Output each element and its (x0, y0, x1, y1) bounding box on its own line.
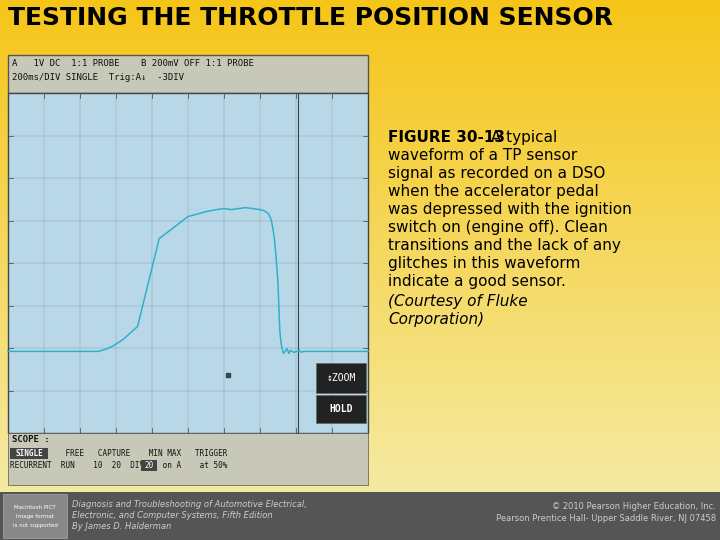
Text: is not supported: is not supported (12, 523, 58, 528)
Bar (316, 363, 366, 393)
Text: © 2010 Pearson Higher Education, Inc.: © 2010 Pearson Higher Education, Inc. (552, 502, 716, 511)
Text: HOLD: HOLD (329, 404, 353, 414)
Text: Diagnosis and Troubleshooting of Automotive Electrical,: Diagnosis and Troubleshooting of Automot… (72, 500, 307, 509)
Bar (8, 55, 368, 93)
Text: was depressed with the ignition: was depressed with the ignition (388, 202, 631, 217)
Text: SINGLE: SINGLE (15, 449, 43, 457)
Text: FIGURE 30-13: FIGURE 30-13 (388, 130, 505, 145)
Text: glitches in this waveform: glitches in this waveform (388, 256, 580, 271)
Bar (8, 93, 368, 433)
Text: By James D. Halderman: By James D. Halderman (72, 522, 171, 531)
Bar (0, 492, 720, 540)
Text: SINGLE      FREE   CAPTURE    MIN MAX   TRIGGER: SINGLE FREE CAPTURE MIN MAX TRIGGER (10, 449, 228, 458)
Text: ↕ZOOM: ↕ZOOM (326, 373, 356, 383)
Bar (10, 448, 48, 459)
Text: A   1V DC  1:1 PROBE    B 200mV OFF 1:1 PROBE
200ms/DIV SINGLE  Trig:A↓  -3DIV: A 1V DC 1:1 PROBE B 200mV OFF 1:1 PROBE … (12, 59, 254, 82)
Text: TESTING THE THROTTLE POSITION SENSOR: TESTING THE THROTTLE POSITION SENSOR (8, 6, 613, 30)
Text: RECURRENT  RUN    10  20  DIV    on A    at 50%: RECURRENT RUN 10 20 DIV on A at 50% (10, 461, 228, 470)
Bar (8, 433, 368, 485)
Text: waveform of a TP sensor: waveform of a TP sensor (388, 148, 577, 163)
Text: signal as recorded on a DSO: signal as recorded on a DSO (388, 166, 606, 181)
Text: Electronic, and Computer Systems, Fifth Edition: Electronic, and Computer Systems, Fifth … (72, 511, 273, 520)
Text: (Courtesy of Fluke: (Courtesy of Fluke (388, 294, 528, 309)
Text: indicate a good sensor.: indicate a good sensor. (388, 274, 566, 289)
Text: 20: 20 (145, 461, 153, 469)
Text: transitions and the lack of any: transitions and the lack of any (388, 238, 621, 253)
Text: Pearson Prentice Hall- Upper Saddle River, NJ 07458: Pearson Prentice Hall- Upper Saddle Rive… (496, 514, 716, 523)
Text: A typical: A typical (486, 130, 557, 145)
Text: SCOPE :: SCOPE : (12, 435, 50, 444)
Text: Image format: Image format (16, 514, 54, 519)
Text: switch on (engine off). Clean: switch on (engine off). Clean (388, 220, 608, 235)
Bar (141, 460, 157, 471)
Text: Corporation): Corporation) (388, 312, 484, 327)
Text: when the accelerator pedal: when the accelerator pedal (388, 184, 599, 199)
FancyBboxPatch shape (3, 494, 67, 538)
Bar (316, 395, 366, 423)
Text: Macintosh PICT: Macintosh PICT (14, 505, 56, 510)
